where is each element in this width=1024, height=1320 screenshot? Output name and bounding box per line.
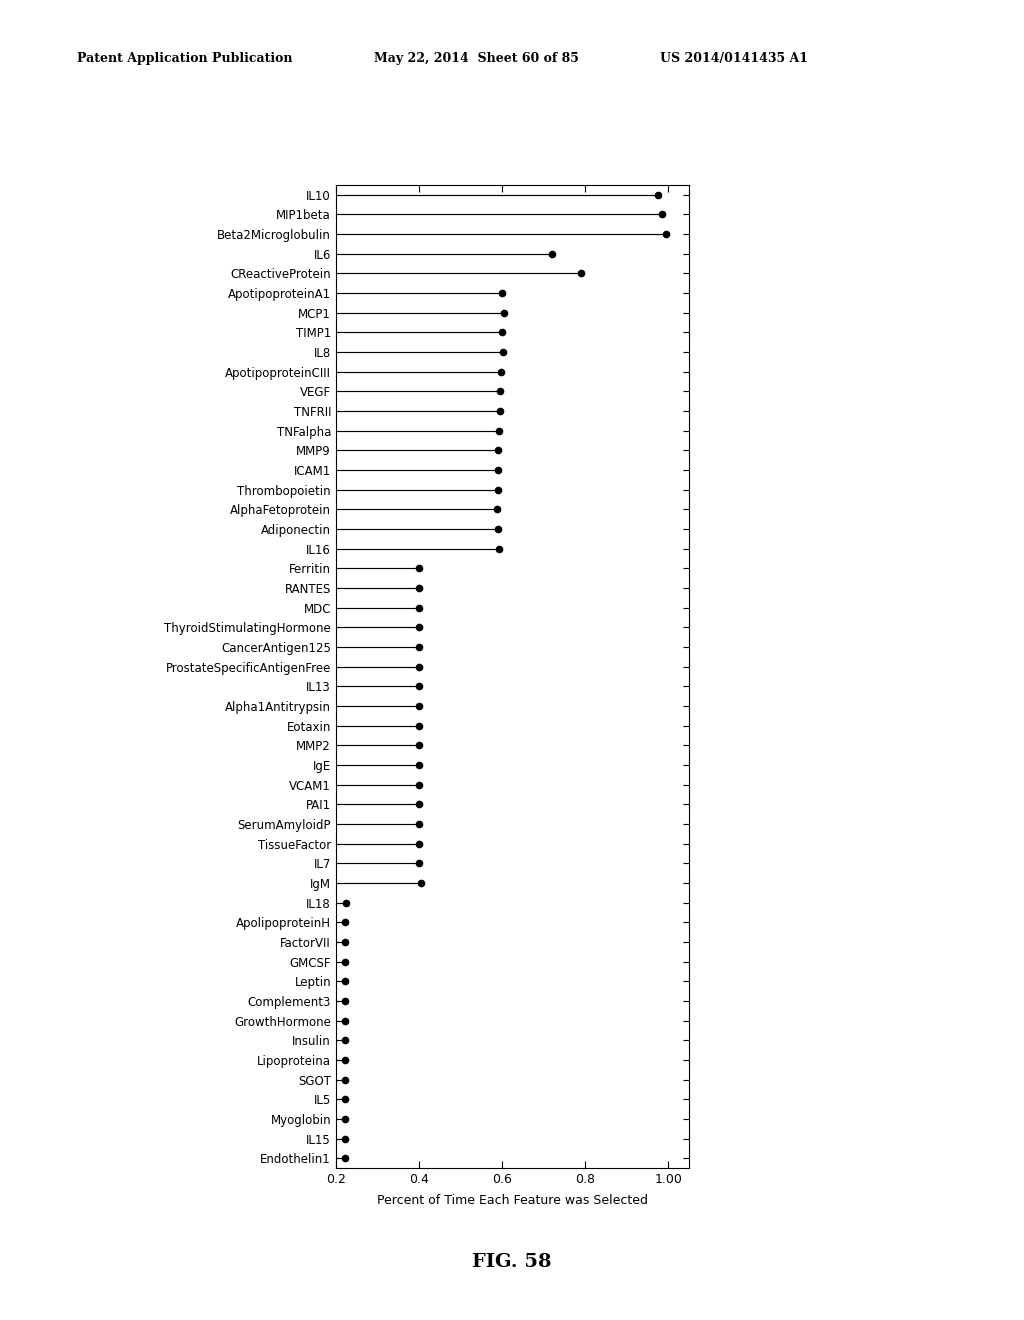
Text: May 22, 2014  Sheet 60 of 85: May 22, 2014 Sheet 60 of 85 bbox=[374, 51, 579, 65]
X-axis label: Percent of Time Each Feature was Selected: Percent of Time Each Feature was Selecte… bbox=[377, 1195, 648, 1208]
Text: FIG. 58: FIG. 58 bbox=[472, 1253, 552, 1271]
Text: US 2014/0141435 A1: US 2014/0141435 A1 bbox=[660, 51, 809, 65]
Text: Patent Application Publication: Patent Application Publication bbox=[77, 51, 292, 65]
